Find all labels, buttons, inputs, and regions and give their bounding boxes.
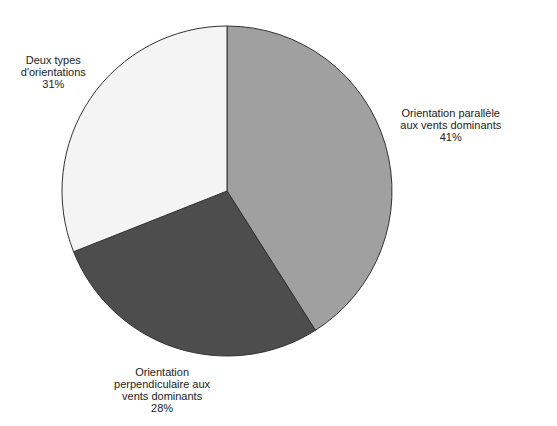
svg-text:Deux typesd'orientations31%: Deux typesd'orientations31% <box>21 54 87 90</box>
svg-text:Orientation parallèleaux vents: Orientation parallèleaux vents dominants… <box>400 107 501 143</box>
svg-text:Orientationperpendiculaire aux: Orientationperpendiculaire auxvents domi… <box>114 366 211 414</box>
